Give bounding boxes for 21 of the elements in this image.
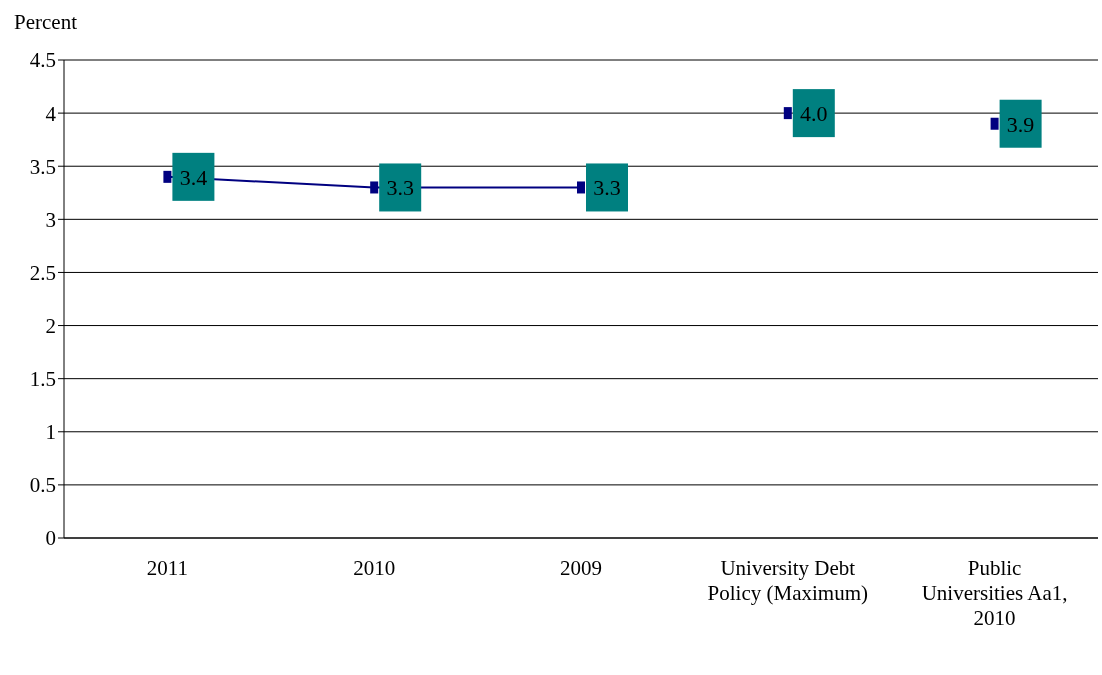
- x-tick-label: 2009: [560, 555, 602, 580]
- data-label: 3.3: [593, 175, 621, 201]
- data-label: 3.3: [386, 175, 414, 201]
- x-tick-label: University Debt Policy (Maximum): [707, 555, 869, 606]
- y-tick-label: 3.5: [29, 154, 56, 179]
- y-tick-label: 4: [45, 101, 57, 126]
- data-label: 3.9: [1006, 111, 1035, 137]
- y-tick-label: 1: [45, 420, 56, 445]
- y-tick-label: 4.5: [29, 48, 56, 73]
- data-label: 3.4: [179, 164, 208, 190]
- y-tick-label: 0: [45, 526, 56, 551]
- y-tick-label: 2: [45, 314, 56, 339]
- data-label: 4.0: [800, 101, 828, 127]
- x-tick-label: 2011: [146, 555, 189, 580]
- x-tick-label: Public Universities Aa1, 2010: [921, 555, 1068, 631]
- y-axis-title: Percent: [14, 10, 77, 35]
- y-tick-label: 0.5: [29, 473, 56, 498]
- y-tick-label: 3: [45, 207, 56, 232]
- y-tick-label: 1.5: [29, 367, 56, 392]
- x-tick-label: 2010: [353, 555, 396, 580]
- y-tick-label: 2.5: [29, 260, 56, 285]
